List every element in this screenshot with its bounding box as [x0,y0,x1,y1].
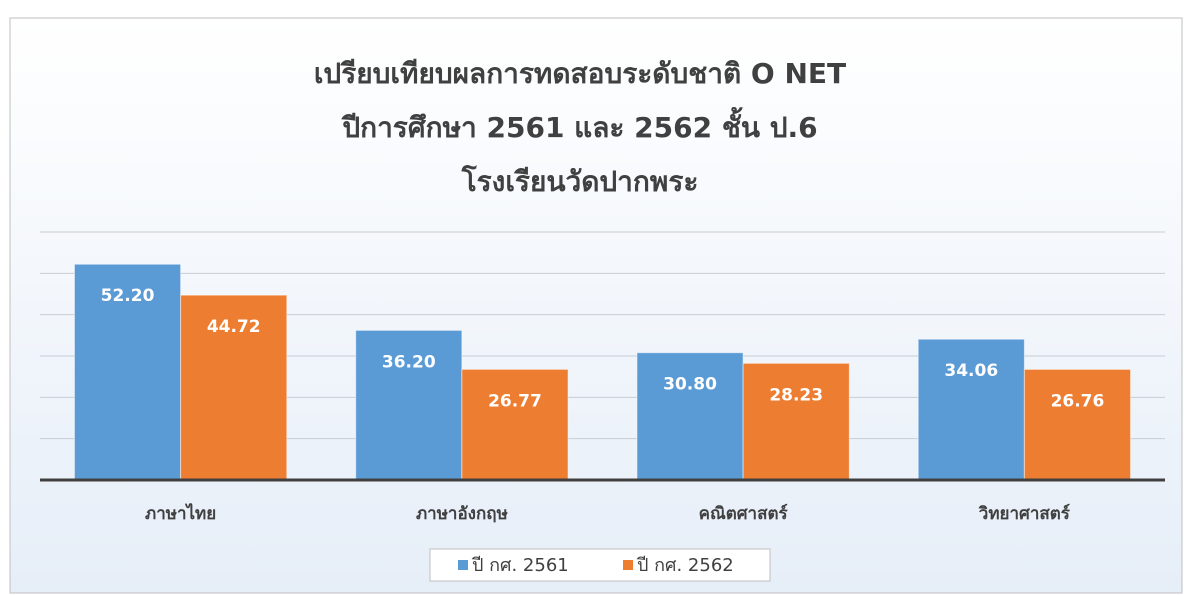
bar [917,338,1025,481]
data-label: 36.20 [382,352,436,372]
bar [636,352,744,481]
bar [180,294,288,481]
data-label: 26.76 [1051,391,1105,411]
x-tick-label: วิทยาศาสตร์ [978,503,1070,524]
legend-box [429,548,771,582]
bar [73,263,182,481]
legend-label: ปี กศ. 2562 [637,555,734,576]
bar [1023,368,1132,481]
chart-title: ปีการศึกษา 2561 และ 2562 ชั้น ป.6 [340,106,817,144]
chart-title: โรงเรียนวัดปากพระ [461,164,699,198]
legend-label: ปี กศ. 2561 [472,555,569,576]
data-label: 26.77 [488,391,542,411]
bar [355,329,463,481]
data-label: 28.23 [769,385,823,405]
x-tick-label: คณิตศาสตร์ [699,503,789,524]
data-label: 34.06 [944,361,998,381]
x-tick-label: ภาษาไทย [145,503,216,524]
x-tick-label: ภาษาอังกฤษ [416,504,508,524]
data-label: 44.72 [207,317,261,337]
bar [742,362,850,481]
chart-title: เปรียบเทียบผลการทดสอบระดับชาติ O NET [314,57,846,90]
legend-swatch [458,560,468,570]
data-label: 52.20 [101,286,155,306]
data-label: 30.80 [663,375,717,395]
legend-swatch [623,560,633,570]
bar [461,368,569,481]
